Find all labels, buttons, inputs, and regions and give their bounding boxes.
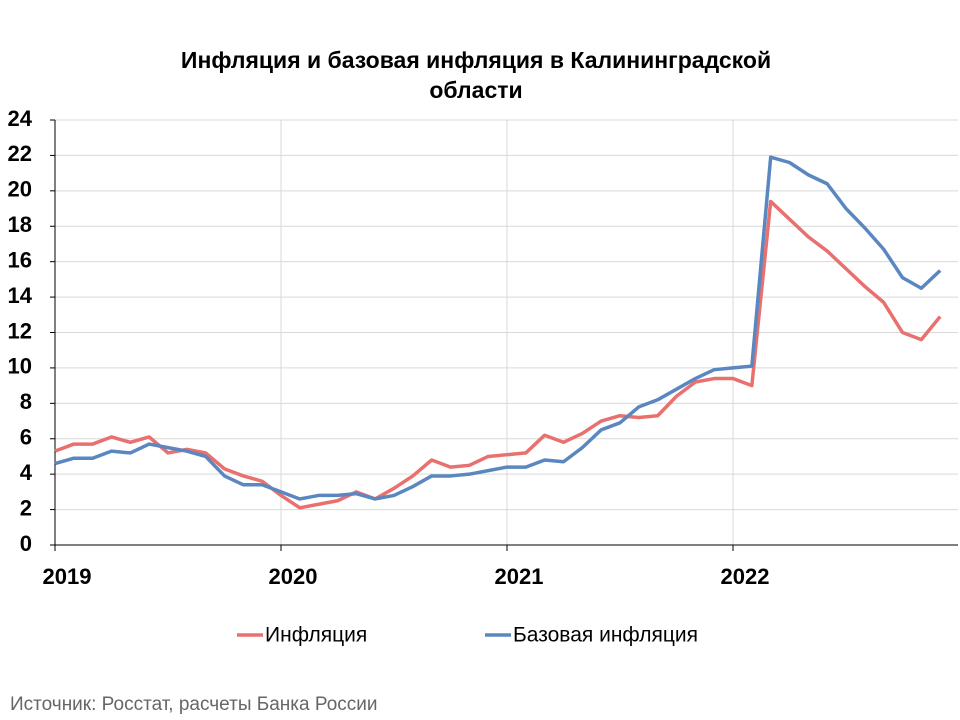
y-tick-label: 22: [8, 141, 32, 166]
y-tick-label: 24: [8, 106, 33, 131]
y-tick-label: 8: [20, 389, 32, 414]
y-tick-label: 6: [20, 425, 32, 450]
y-tick-label: 0: [20, 531, 32, 556]
x-tick-label: 2022: [721, 564, 770, 589]
series-line: [54, 199, 942, 510]
legend-label: Базовая инфляция: [513, 624, 698, 647]
series-line: [54, 155, 942, 501]
x-tick-label: 2019: [43, 564, 92, 589]
y-tick-label: 10: [8, 354, 32, 379]
y-tick-label: 4: [20, 460, 33, 485]
y-tick-label: 18: [8, 212, 32, 237]
x-tick-label: 2020: [269, 564, 318, 589]
y-tick-label: 14: [8, 283, 33, 308]
chart-title: Инфляция и базовая инфляция в Калинингра…: [181, 47, 771, 73]
y-tick-label: 2: [20, 495, 32, 520]
y-tick-label: 20: [8, 177, 32, 202]
source-note: Источник: Росстат, расчеты Банка России: [10, 694, 378, 715]
y-tick-label: 12: [8, 318, 32, 343]
legend-label: Инфляция: [265, 624, 367, 647]
y-tick-label: 16: [8, 247, 32, 272]
chart-title: области: [429, 77, 522, 103]
x-tick-label: 2021: [495, 564, 544, 589]
